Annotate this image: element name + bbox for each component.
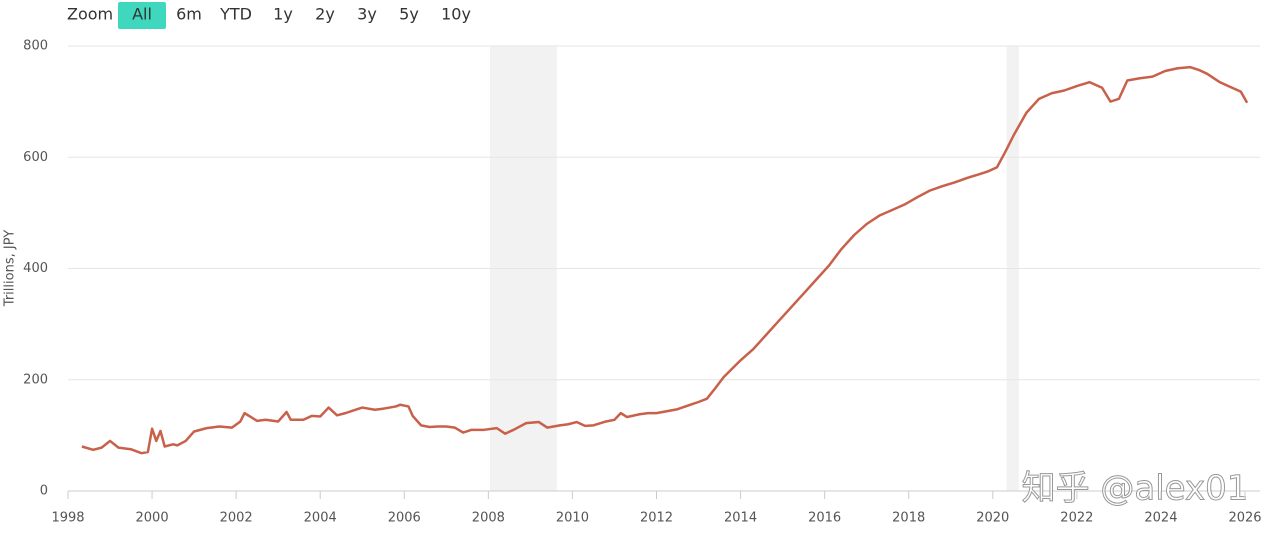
zoom-button[interactable]: 2y — [315, 5, 335, 24]
x-tick-label: 2020 — [976, 511, 1009, 526]
x-tick-label: 1998 — [51, 511, 84, 526]
y-tick-label: 600 — [23, 150, 48, 165]
zoom-button[interactable]: 10y — [441, 5, 471, 24]
zoom-button[interactable]: 5y — [399, 5, 419, 24]
x-tick-label: 2026 — [1228, 511, 1261, 526]
zoom-button[interactable]: YTD — [219, 5, 252, 24]
x-tick-label: 2014 — [724, 511, 757, 526]
x-tick-label: 2016 — [808, 511, 841, 526]
zoom-button-bg[interactable] — [118, 2, 166, 29]
watermark: 知乎 @alex01 — [1022, 469, 1249, 509]
zoom-button[interactable]: All — [132, 5, 152, 24]
x-tick-label: 2008 — [472, 511, 505, 526]
x-tick-label: 2010 — [556, 511, 589, 526]
zoom-button[interactable]: 3y — [357, 5, 377, 24]
x-tick-label: 2004 — [304, 511, 337, 526]
x-tick-label: 2012 — [640, 511, 673, 526]
y-tick-label: 800 — [23, 39, 48, 54]
zoom-label: Zoom — [67, 5, 113, 24]
x-tick-label: 2018 — [892, 511, 925, 526]
zoom-button[interactable]: 1y — [273, 5, 293, 24]
x-tick-label: 2022 — [1060, 511, 1093, 526]
x-tick-label: 2006 — [388, 511, 421, 526]
data-line — [81, 65, 1249, 455]
y-tick-label: 200 — [23, 372, 48, 387]
y-tick-label: 0 — [40, 484, 48, 499]
x-tick-label: 2000 — [136, 511, 169, 526]
x-tick-label: 2024 — [1144, 511, 1177, 526]
zoom-button[interactable]: 6m — [176, 5, 202, 24]
y-axis-label: Trillions, JPY — [3, 230, 18, 307]
y-tick-label: 400 — [23, 261, 48, 276]
x-tick-label: 2002 — [220, 511, 253, 526]
